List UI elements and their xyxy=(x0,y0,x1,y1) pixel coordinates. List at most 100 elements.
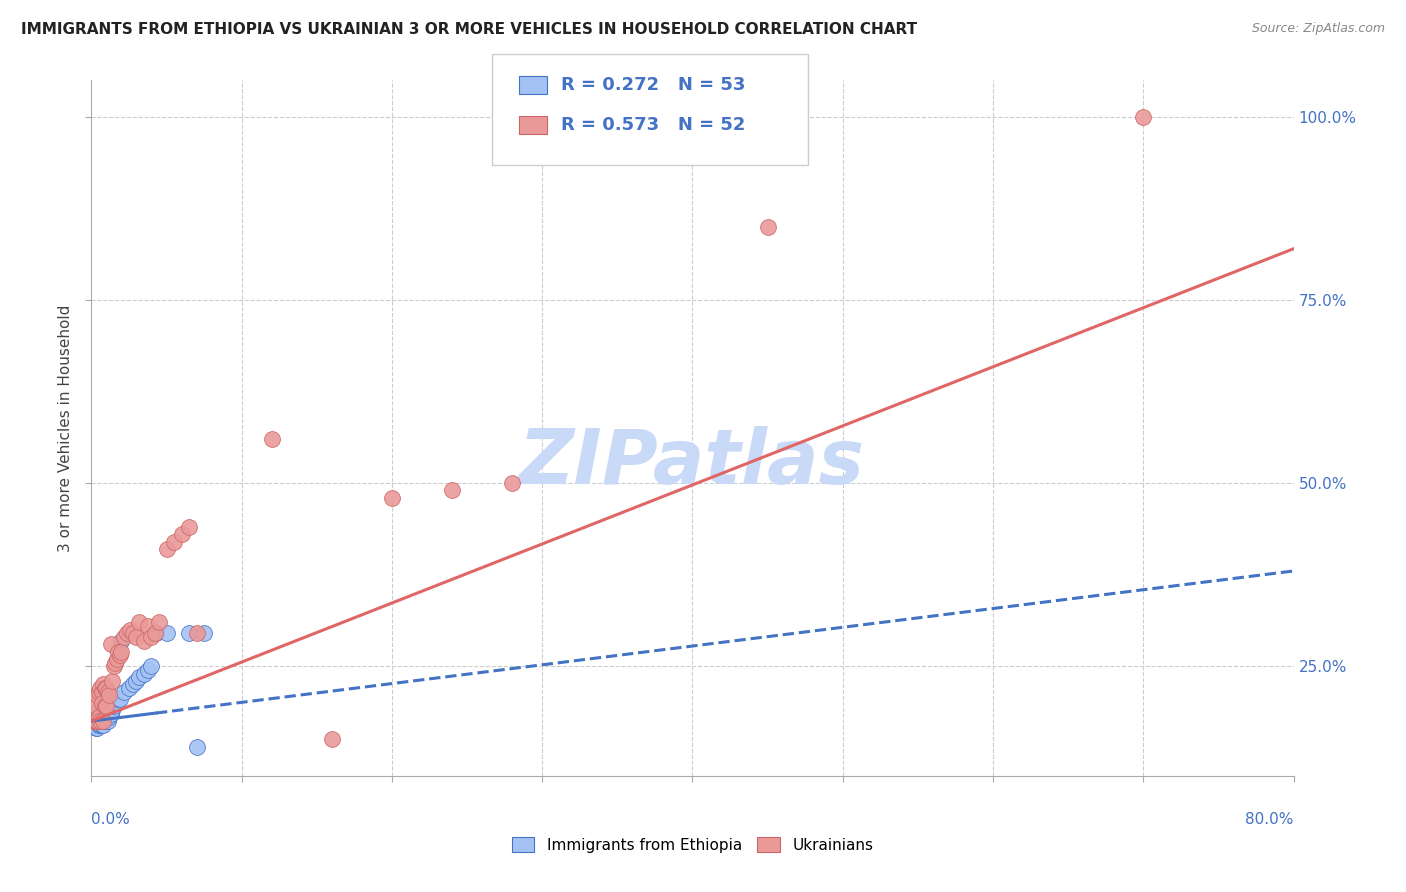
Point xyxy=(108,648,131,663)
Point xyxy=(83,718,105,732)
Point xyxy=(98,710,121,724)
Point xyxy=(96,681,118,695)
Point xyxy=(118,681,141,695)
Point xyxy=(84,722,107,736)
Point xyxy=(125,630,148,644)
Point xyxy=(114,685,136,699)
Point xyxy=(132,633,155,648)
Point xyxy=(84,714,107,728)
Point xyxy=(87,714,110,728)
Point xyxy=(186,739,208,754)
Text: 80.0%: 80.0% xyxy=(1246,812,1294,827)
Point xyxy=(94,699,117,714)
Point xyxy=(501,476,523,491)
Point xyxy=(143,626,166,640)
Point xyxy=(93,714,115,728)
Point xyxy=(117,626,139,640)
Point xyxy=(89,718,111,732)
Point xyxy=(100,706,122,721)
Point xyxy=(141,630,163,644)
Point xyxy=(177,520,200,534)
Point xyxy=(103,659,125,673)
Point xyxy=(125,673,148,688)
Point xyxy=(148,615,170,630)
Point xyxy=(177,626,200,640)
Point xyxy=(96,710,118,724)
Point xyxy=(120,623,142,637)
Point xyxy=(87,710,110,724)
Point xyxy=(87,710,110,724)
Point xyxy=(84,714,107,728)
Point xyxy=(110,633,132,648)
Point xyxy=(86,714,108,728)
Point xyxy=(381,491,404,505)
Point xyxy=(107,644,129,658)
Point xyxy=(90,714,112,728)
Point xyxy=(94,714,117,728)
Point xyxy=(87,685,110,699)
Point xyxy=(83,706,105,721)
Point xyxy=(138,619,160,633)
Point xyxy=(155,541,177,556)
Point xyxy=(145,626,167,640)
Point xyxy=(89,681,111,695)
Point xyxy=(128,615,150,630)
Point xyxy=(108,692,131,706)
Point xyxy=(86,714,108,728)
Point xyxy=(107,692,129,706)
Point xyxy=(97,714,120,728)
Point xyxy=(132,666,155,681)
Point xyxy=(93,710,115,724)
Point xyxy=(98,689,121,703)
Point xyxy=(128,670,150,684)
Point xyxy=(84,699,107,714)
Point xyxy=(86,689,108,703)
Point xyxy=(186,626,208,640)
Point xyxy=(89,714,111,728)
Point xyxy=(86,718,108,732)
Point xyxy=(82,714,104,728)
Point xyxy=(86,714,108,728)
Point xyxy=(104,656,127,670)
Point xyxy=(110,644,132,658)
Point xyxy=(87,714,110,728)
Point xyxy=(101,673,124,688)
Point xyxy=(122,677,145,691)
Point xyxy=(84,710,107,724)
Point xyxy=(94,681,117,695)
Point xyxy=(155,626,177,640)
Y-axis label: 3 or more Vehicles in Household: 3 or more Vehicles in Household xyxy=(58,304,73,552)
Point xyxy=(105,652,128,666)
Point xyxy=(96,714,118,728)
Point xyxy=(122,626,145,640)
Point xyxy=(96,699,118,714)
Point xyxy=(87,718,110,732)
Legend: Immigrants from Ethiopia, Ukrainians: Immigrants from Ethiopia, Ukrainians xyxy=(505,830,880,859)
Point xyxy=(100,637,122,651)
Text: 0.0%: 0.0% xyxy=(91,812,131,827)
Text: Source: ZipAtlas.com: Source: ZipAtlas.com xyxy=(1251,22,1385,36)
Text: R = 0.573   N = 52: R = 0.573 N = 52 xyxy=(561,116,745,134)
Text: R = 0.272   N = 53: R = 0.272 N = 53 xyxy=(561,76,745,94)
Point xyxy=(84,718,107,732)
Text: IMMIGRANTS FROM ETHIOPIA VS UKRAINIAN 3 OR MORE VEHICLES IN HOUSEHOLD CORRELATIO: IMMIGRANTS FROM ETHIOPIA VS UKRAINIAN 3 … xyxy=(21,22,917,37)
Point xyxy=(89,710,111,724)
Point xyxy=(101,703,124,717)
Point xyxy=(83,696,105,710)
Point xyxy=(105,696,128,710)
Point xyxy=(97,710,120,724)
Point xyxy=(93,677,115,691)
Point xyxy=(321,732,343,747)
Point xyxy=(93,714,115,728)
Point xyxy=(97,685,120,699)
Point xyxy=(86,722,108,736)
Point xyxy=(141,659,163,673)
Point xyxy=(89,714,111,728)
Point xyxy=(82,714,104,728)
Point xyxy=(138,663,160,677)
Point xyxy=(440,483,463,498)
Point xyxy=(94,710,117,724)
Point xyxy=(104,696,127,710)
Text: ZIPatlas: ZIPatlas xyxy=(519,426,866,500)
Point xyxy=(93,718,115,732)
